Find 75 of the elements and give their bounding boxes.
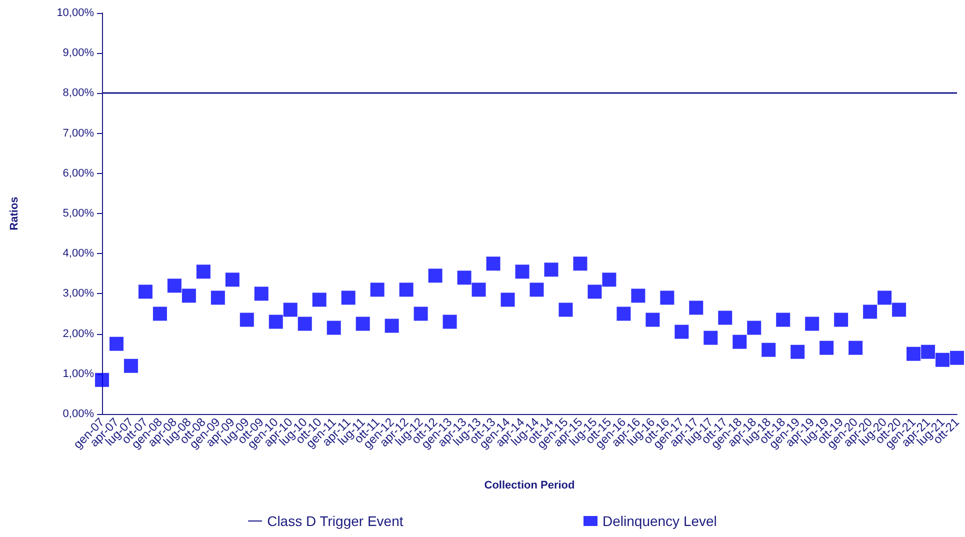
point	[747, 320, 762, 335]
point	[370, 282, 384, 297]
point	[210, 290, 225, 305]
point	[356, 316, 370, 331]
point	[588, 284, 602, 299]
y-tick-label: 0,00%	[62, 408, 94, 420]
point	[298, 316, 312, 331]
y-tick-label: 5,00%	[62, 208, 94, 220]
point	[196, 264, 210, 279]
point	[848, 340, 863, 355]
y-tick-label: 2,00%	[62, 328, 94, 340]
point	[457, 270, 472, 285]
point	[167, 278, 182, 293]
point	[95, 372, 109, 387]
point	[776, 312, 790, 327]
point	[892, 302, 906, 317]
y-tick-label: 3,00%	[62, 288, 94, 300]
y-tick-label: 4,00%	[62, 248, 94, 260]
point	[704, 330, 718, 345]
point	[515, 264, 530, 279]
point	[530, 282, 544, 297]
point	[341, 290, 356, 305]
point	[558, 302, 573, 317]
point	[109, 336, 124, 351]
point	[152, 306, 167, 321]
y-tick-label: 10,00%	[56, 7, 94, 19]
point	[225, 272, 240, 287]
point	[674, 324, 689, 339]
point	[283, 302, 298, 317]
legend-label: Class D Trigger Event	[267, 513, 404, 529]
point	[442, 314, 457, 329]
point	[646, 312, 660, 327]
point	[472, 282, 486, 297]
y-axis-title: Ratios	[8, 196, 20, 230]
point	[660, 290, 674, 305]
y-tick-label: 6,00%	[62, 167, 94, 180]
point	[878, 290, 892, 305]
point	[544, 262, 558, 277]
y-tick-label: 9,00%	[62, 47, 94, 60]
point	[414, 306, 428, 321]
point	[486, 256, 500, 271]
point	[399, 282, 414, 297]
point	[240, 312, 254, 327]
y-tick-label: 7,00%	[62, 127, 94, 140]
point	[631, 288, 646, 303]
point	[500, 292, 515, 307]
point	[573, 256, 588, 271]
point	[906, 346, 921, 361]
point	[936, 352, 950, 367]
point	[602, 272, 616, 287]
point	[718, 310, 732, 325]
point	[326, 320, 341, 335]
point	[805, 316, 820, 331]
point	[616, 306, 631, 321]
point	[950, 350, 964, 365]
point	[790, 344, 805, 359]
point	[834, 312, 848, 327]
point	[762, 342, 776, 357]
y-tick-label: 8,00%	[62, 87, 94, 100]
point	[921, 344, 936, 359]
point	[863, 304, 878, 319]
point	[732, 334, 747, 349]
point	[689, 300, 704, 315]
point	[312, 292, 326, 307]
point	[138, 284, 152, 299]
point	[820, 340, 834, 355]
point	[268, 314, 283, 329]
point	[182, 288, 196, 303]
point	[384, 318, 399, 333]
point	[124, 358, 138, 373]
point	[428, 268, 442, 283]
legend-label: Delinquency Level	[602, 513, 717, 529]
x-axis-title: Collection Period	[484, 480, 575, 492]
y-tick-label: 1,00%	[62, 368, 94, 380]
point	[254, 286, 268, 301]
